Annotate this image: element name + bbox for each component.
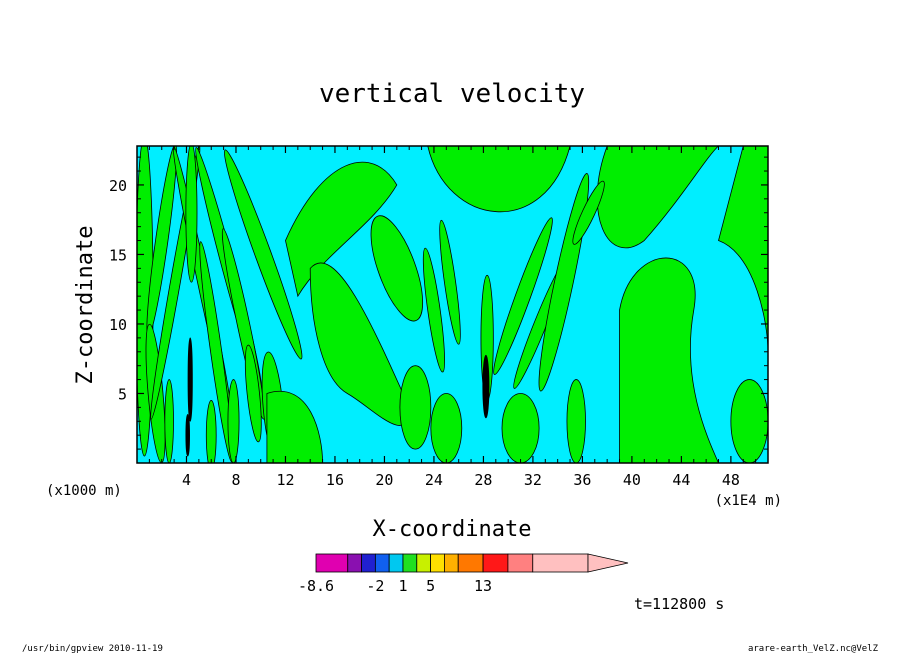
x-tick-label: 48	[722, 471, 740, 489]
colorbar-segment	[532, 553, 589, 573]
colorbar-segment	[402, 553, 418, 573]
colorbar-extend-arrow	[587, 553, 629, 573]
footer-left: /usr/bin/gpview 2010-11-19	[22, 644, 163, 654]
positive-velocity-region	[399, 365, 432, 450]
x-tick-label: 4	[182, 471, 191, 489]
x-tick-label: 44	[672, 471, 690, 489]
positive-velocity-region	[566, 379, 586, 463]
x-tick-label: 12	[276, 471, 294, 489]
colorbar-tick-label: 13	[474, 577, 492, 595]
colorbar-tick-label: 1	[398, 577, 407, 595]
positive-velocity-region	[501, 393, 540, 463]
positive-velocity-region	[619, 257, 719, 463]
x-tick-label: 24	[425, 471, 443, 489]
x-tick-label: 36	[573, 471, 591, 489]
contour-fields	[137, 146, 768, 463]
positive-velocity-region	[370, 215, 424, 322]
colorbar-tick-label: -2	[366, 577, 384, 595]
colorbar-segment	[457, 553, 484, 573]
positive-velocity-streak	[224, 149, 303, 360]
colorbar-segment	[416, 553, 431, 573]
positive-velocity-streak	[493, 217, 553, 375]
x-tick-label: 16	[326, 471, 344, 489]
colorbar: -8.6 -2 1 5 13	[298, 553, 629, 595]
positive-velocity-streak	[439, 219, 461, 345]
time-label: t=112800 s	[634, 595, 724, 613]
y-tick-label: 10	[109, 316, 127, 334]
strong-velocity-core	[187, 337, 193, 422]
colorbar-segment	[361, 553, 376, 573]
colorbar-segment	[444, 553, 459, 573]
x-unit-right: (x1E4 m)	[715, 493, 782, 509]
colorbar-segment	[482, 553, 509, 573]
strong-velocity-core	[482, 354, 490, 419]
colorbar-segment	[430, 553, 445, 573]
positive-velocity-region	[309, 262, 410, 426]
colorbar-segment	[347, 553, 362, 573]
colorbar-tick-label: -8.6	[298, 577, 334, 595]
colorbar-segment	[374, 553, 390, 573]
positive-velocity-streak	[164, 379, 174, 463]
x-unit-left: (x1000 m)	[46, 483, 122, 499]
y-tick-label: 5	[118, 385, 127, 403]
positive-velocity-streak	[205, 400, 217, 463]
positive-velocity-streak	[199, 241, 234, 463]
footer-right: arare-earth_VelZ.nc@VelZ	[748, 644, 879, 654]
x-tick-label: 20	[375, 471, 393, 489]
colorbar-segment	[315, 553, 349, 573]
y-axis-label: Z-coordinate	[73, 226, 98, 385]
y-tick-label: 15	[109, 246, 127, 264]
positive-velocity-region	[718, 146, 768, 352]
x-axis-label: X-coordinate	[373, 517, 532, 542]
strong-velocity-core	[185, 413, 190, 457]
chart-title: vertical velocity	[319, 79, 585, 109]
colorbar-segment	[507, 553, 534, 573]
positive-velocity-streak	[185, 146, 198, 283]
positive-velocity-streak	[244, 344, 262, 443]
x-tick-label: 40	[623, 471, 641, 489]
positive-velocity-region	[730, 379, 768, 463]
positive-velocity-streak	[422, 247, 445, 373]
positive-velocity-streak	[572, 180, 605, 245]
positive-velocity-region	[430, 393, 463, 463]
y-tick-label: 20	[109, 177, 127, 195]
colorbar-segment	[388, 553, 404, 573]
plot-frame	[136, 145, 769, 464]
colorbar-tick-label: 5	[426, 577, 435, 595]
x-tick-label: 8	[231, 471, 240, 489]
positive-velocity-streak	[227, 379, 240, 463]
positive-velocity-region	[427, 146, 571, 213]
x-tick-label: 28	[474, 471, 492, 489]
x-tick-label: 32	[524, 471, 542, 489]
